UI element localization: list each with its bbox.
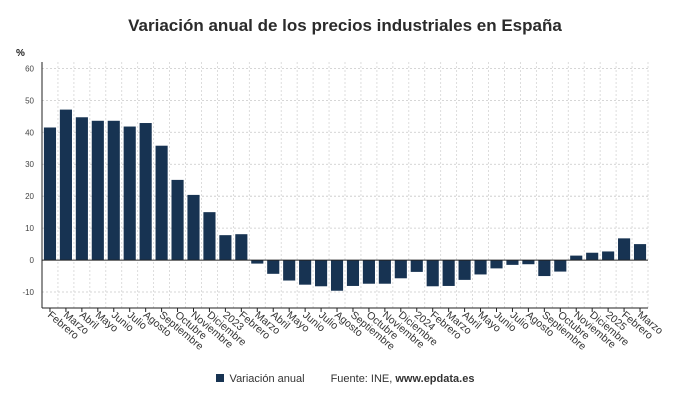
- chart-title: Variación anual de los precios industria…: [128, 16, 562, 35]
- bar: [203, 212, 216, 261]
- bar: [155, 145, 168, 261]
- bar: [554, 260, 567, 272]
- bar: [235, 234, 248, 261]
- bar: [171, 179, 184, 261]
- y-tick-label: 60: [25, 64, 34, 73]
- legend: Variación anual Fuente: INE, www.epdata.e…: [0, 373, 690, 385]
- bar: [251, 260, 264, 264]
- bar: [442, 260, 455, 286]
- grid-layer: [41, 62, 649, 308]
- y-tick-label: 20: [25, 192, 34, 201]
- y-tick-label: 10: [25, 224, 34, 233]
- bar: [187, 194, 200, 261]
- y-tick-label: 0: [30, 256, 35, 265]
- bar: [538, 260, 551, 277]
- legend-swatch: [215, 374, 224, 382]
- bar: [43, 127, 57, 261]
- bar: [330, 260, 344, 291]
- bar: [570, 255, 583, 261]
- bar: [426, 260, 439, 287]
- bar: [522, 260, 535, 265]
- y-axis-unit: %: [16, 48, 25, 59]
- y-tick-label: 30: [25, 160, 34, 169]
- bar: [410, 260, 423, 272]
- bar: [283, 260, 296, 281]
- bar: [378, 260, 391, 284]
- bar: [506, 260, 519, 265]
- bar: [267, 260, 280, 274]
- bar: [602, 251, 615, 261]
- y-tick-label: -10: [22, 288, 34, 297]
- bar: [394, 260, 407, 279]
- bar: [586, 252, 599, 261]
- bar: [633, 244, 647, 261]
- source-site: www.epdata.es: [395, 373, 475, 385]
- bar: [91, 120, 104, 261]
- legend-series-label: Variación anual: [229, 373, 305, 385]
- bar: [139, 123, 152, 261]
- bar: [490, 260, 503, 269]
- bar: [474, 260, 487, 275]
- bar: [75, 117, 88, 261]
- bar: [107, 120, 120, 261]
- bar: [315, 260, 328, 287]
- bar: [123, 126, 136, 261]
- y-tick-label: 50: [25, 96, 34, 105]
- bar: [362, 260, 375, 284]
- bar: [618, 238, 631, 261]
- y-tick-label: 40: [25, 128, 34, 137]
- bar: [346, 260, 360, 286]
- bar: [219, 235, 232, 261]
- source-label: Fuente: INE,: [330, 373, 396, 385]
- bar: [299, 260, 312, 285]
- bar: [458, 260, 471, 280]
- bars-layer: [43, 109, 647, 291]
- bar: [59, 109, 72, 261]
